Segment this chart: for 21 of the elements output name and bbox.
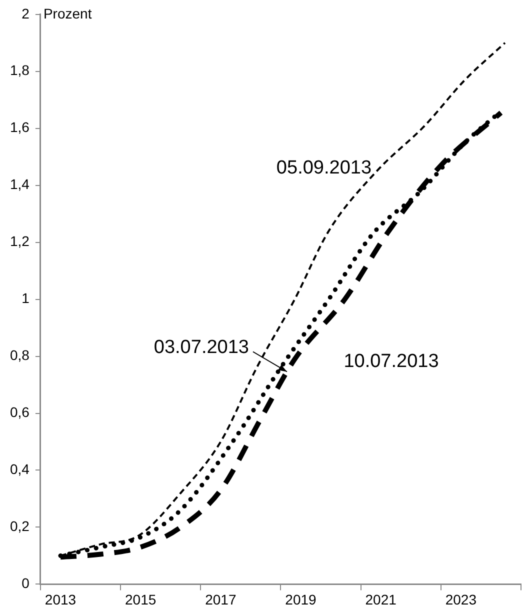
y-tick-label: 1,6 [10, 119, 30, 136]
y-tick-label: 2 [22, 5, 30, 22]
series-label: 03.07.2013 [154, 336, 249, 358]
y-tick-label: 0,2 [10, 518, 30, 534]
y-tick-label: 0,4 [10, 461, 30, 478]
y-tick-label: 0,6 [10, 404, 30, 420]
y-axis-title: Prozent [43, 5, 92, 22]
y-tick-label: 1,4 [10, 176, 30, 192]
y-tick-label: 1,8 [10, 62, 30, 78]
y-tick-label: 1 [22, 290, 30, 306]
x-tick-label: 2023 [445, 591, 477, 608]
y-tick-label: 0,8 [10, 347, 30, 364]
x-tick-label: 2017 [205, 591, 236, 608]
y-tick-label: 0 [22, 575, 30, 592]
series-label: 05.09.2013 [276, 157, 372, 178]
x-tick-label: 2019 [285, 591, 317, 608]
x-tick-label: 2015 [124, 591, 156, 608]
y-tick-label: 1,2 [10, 233, 30, 250]
series-label: 10.07.2013 [344, 351, 439, 372]
x-tick-label: 2021 [365, 591, 397, 608]
x-tick-label: 2013 [44, 591, 76, 608]
